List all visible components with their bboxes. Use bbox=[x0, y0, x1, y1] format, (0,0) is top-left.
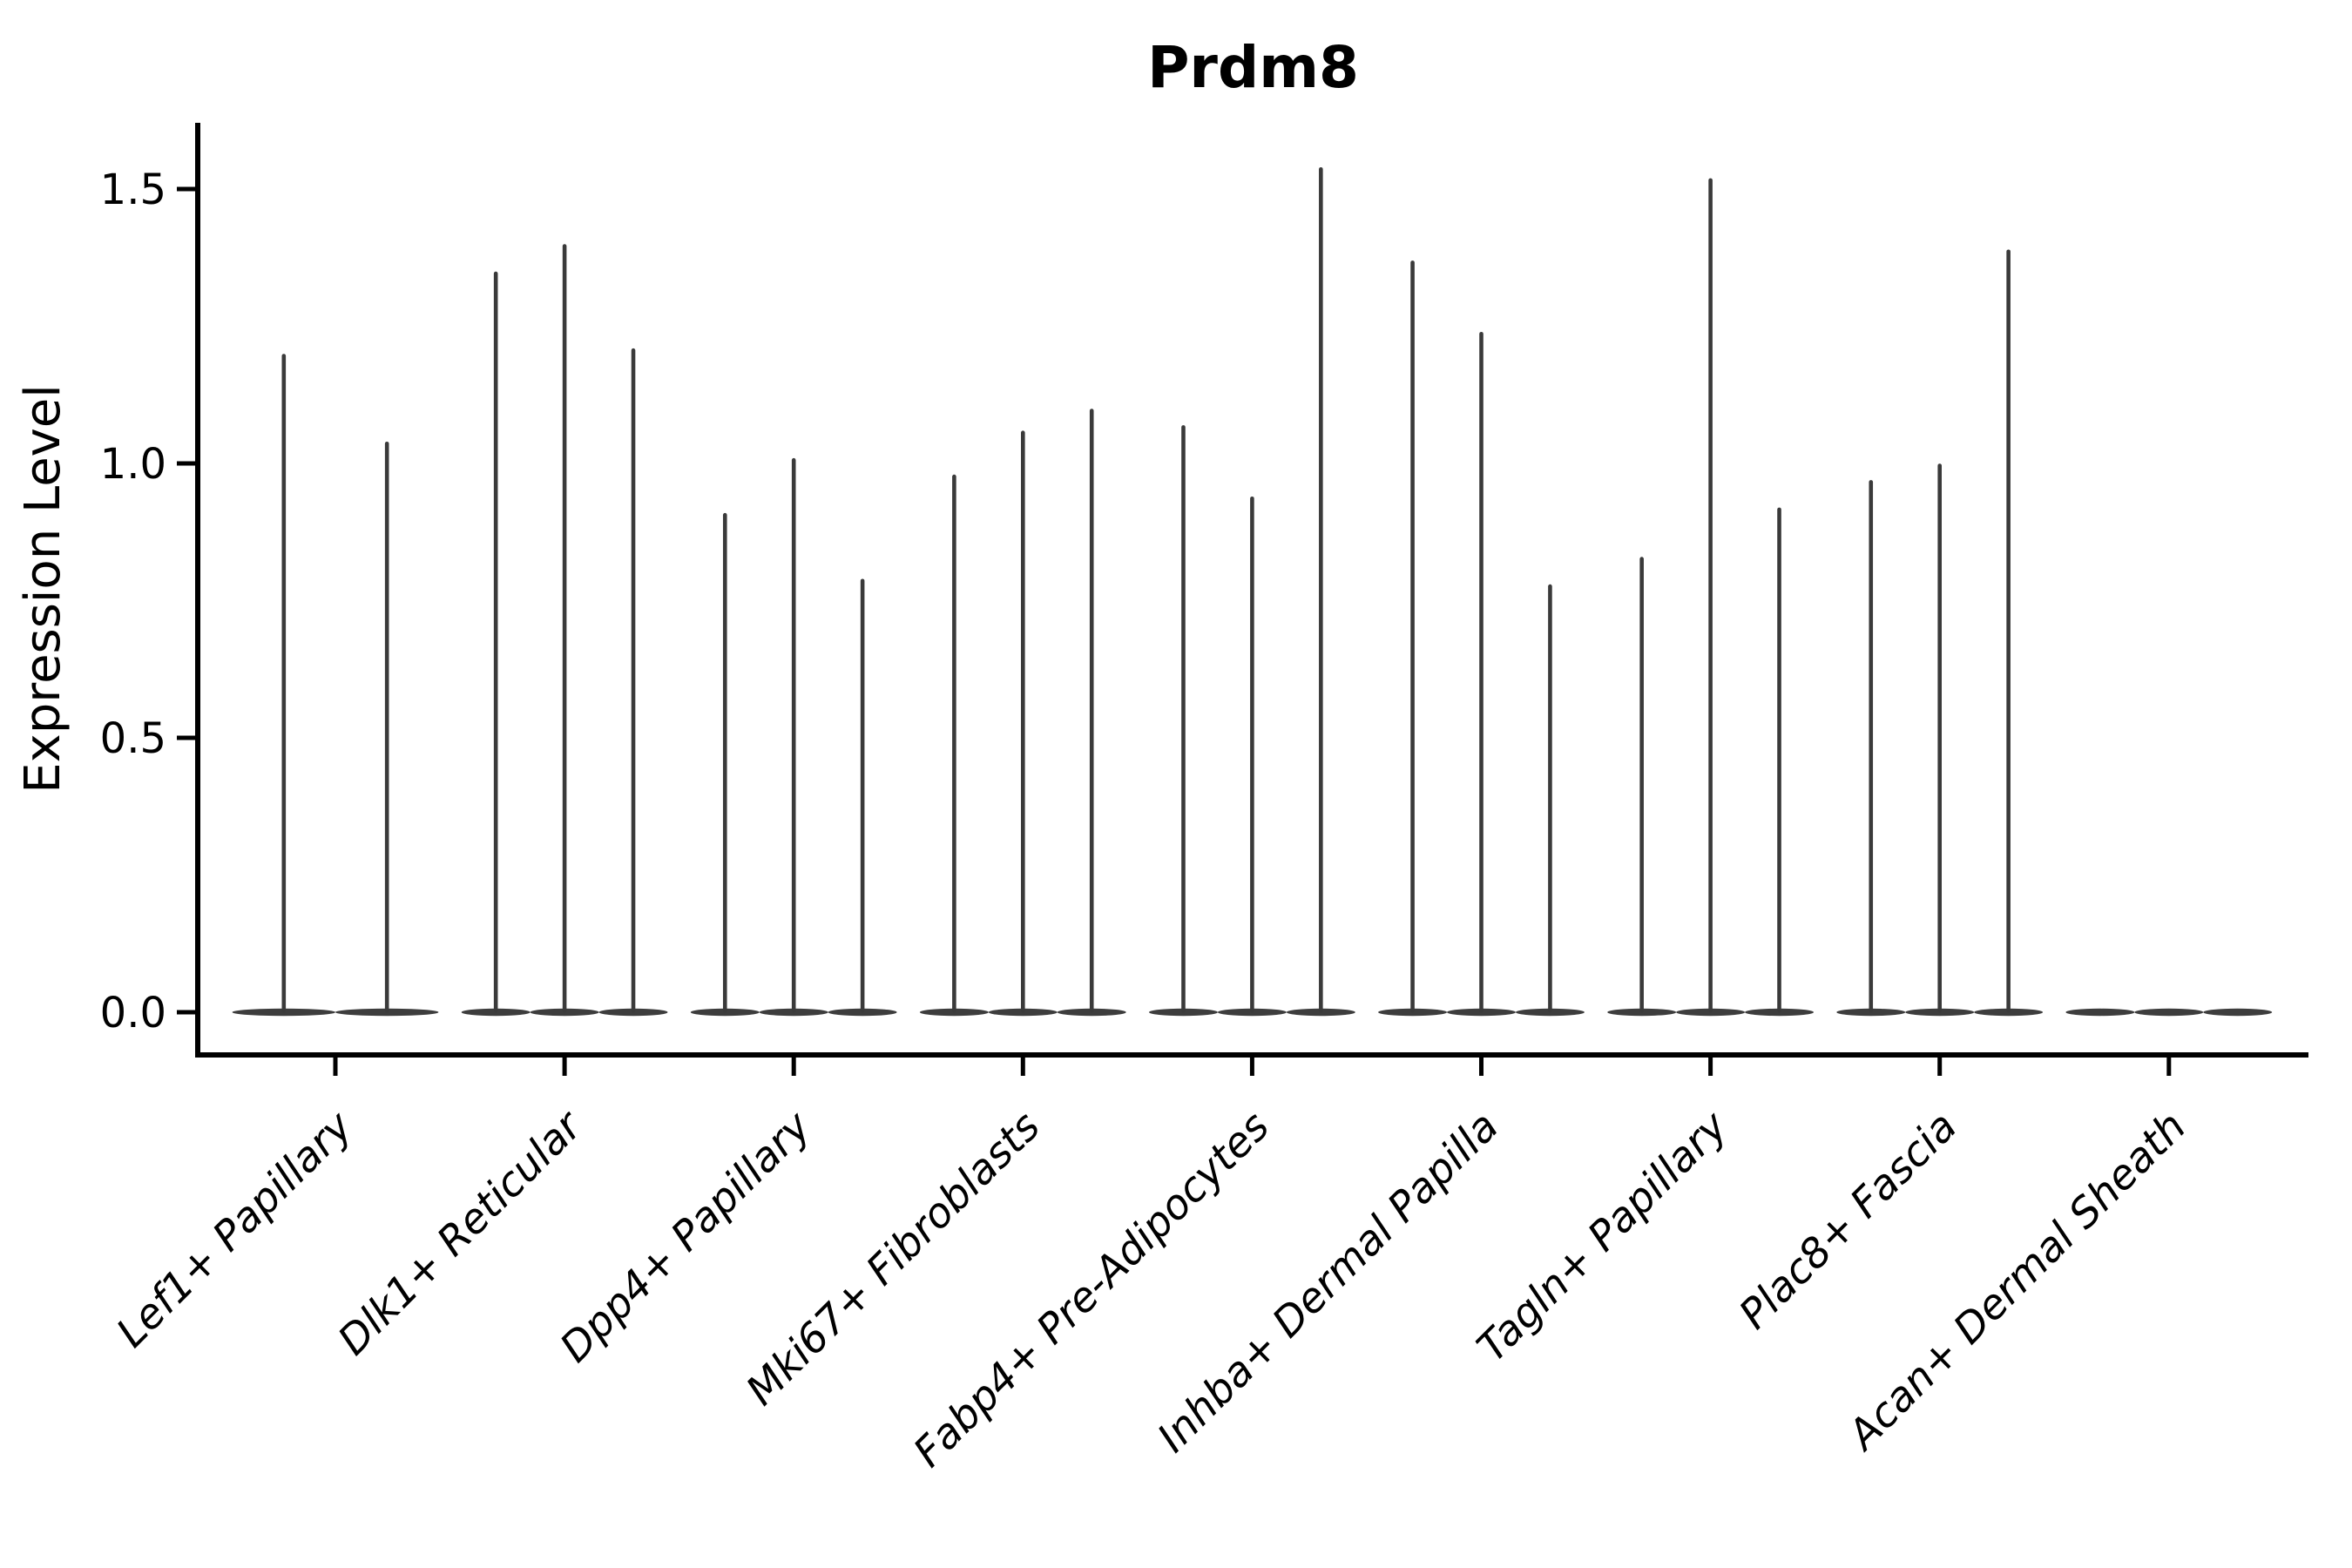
x-category-label: Plac8+ Fascia bbox=[1730, 1103, 1966, 1339]
y-tick-label: 1.5 bbox=[100, 166, 166, 214]
y-tick-label: 0.0 bbox=[100, 989, 166, 1037]
violin-base bbox=[2134, 1008, 2204, 1017]
y-axis-label: Expression Level bbox=[15, 384, 71, 794]
violin-base bbox=[2203, 1008, 2273, 1017]
x-category-label: Dlk1+ Reticular bbox=[329, 1101, 593, 1365]
chart-title: Prdm8 bbox=[1147, 34, 1359, 101]
y-tick-label: 1.0 bbox=[100, 440, 166, 489]
x-category-label: Lef1+ Papillary bbox=[107, 1102, 362, 1357]
x-category-label: Dpp4+ Papillary bbox=[551, 1102, 821, 1372]
y-tick-label: 0.5 bbox=[100, 714, 166, 763]
violin-base bbox=[2065, 1008, 2135, 1017]
axes-spines bbox=[195, 123, 2308, 1058]
x-category-label: Tagln+ Papillary bbox=[1468, 1102, 1738, 1372]
